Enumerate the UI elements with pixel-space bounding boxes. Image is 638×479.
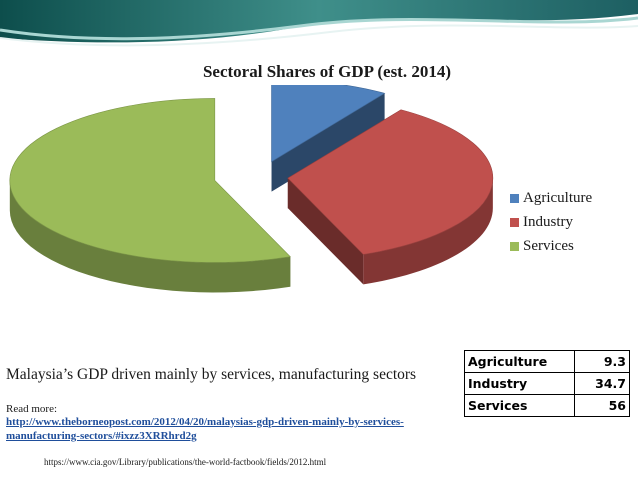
legend-item: Industry bbox=[510, 210, 592, 234]
table-row: Industry 34.7 bbox=[464, 372, 630, 395]
pie-slice-services bbox=[9, 98, 291, 293]
table-cell-label: Industry bbox=[464, 372, 575, 395]
legend-label: Industry bbox=[523, 213, 573, 230]
chart-title: Sectoral Shares of GDP (est. 2014) bbox=[202, 62, 452, 81]
legend-label: Agriculture bbox=[523, 189, 593, 206]
legend-label: Services bbox=[523, 237, 574, 254]
legend-swatch bbox=[510, 241, 519, 251]
table-row: Agriculture 9.3 bbox=[464, 350, 630, 373]
source-link[interactable]: http://www.theborneopost.com/2012/04/20/… bbox=[6, 416, 404, 442]
legend-swatch bbox=[510, 217, 519, 227]
footnote-url: https://www.cia.gov/Library/publications… bbox=[44, 457, 327, 467]
pie-slice-industry bbox=[287, 109, 494, 285]
read-more-label: Read more: bbox=[6, 403, 58, 415]
table-cell-label: Agriculture bbox=[464, 350, 575, 373]
legend-swatch bbox=[510, 193, 519, 203]
legend-item: Agriculture bbox=[510, 186, 592, 210]
table-cell-value: 9.3 bbox=[574, 350, 630, 373]
table-row: Services 56 bbox=[464, 394, 630, 417]
header-banner bbox=[0, 0, 638, 52]
table-cell-value: 56 bbox=[574, 394, 630, 417]
chart-legend: Agriculture Industry Services bbox=[510, 186, 592, 258]
pie-slice-agriculture bbox=[271, 85, 386, 192]
caption-text: Malaysia’s GDP driven mainly by services… bbox=[6, 366, 417, 383]
pie-chart bbox=[9, 85, 494, 293]
data-table: Agriculture 9.3 Industry 34.7 Services 56 bbox=[464, 350, 630, 417]
table-cell-value: 34.7 bbox=[574, 372, 630, 395]
table-cell-label: Services bbox=[464, 394, 575, 417]
legend-item: Services bbox=[510, 234, 592, 258]
